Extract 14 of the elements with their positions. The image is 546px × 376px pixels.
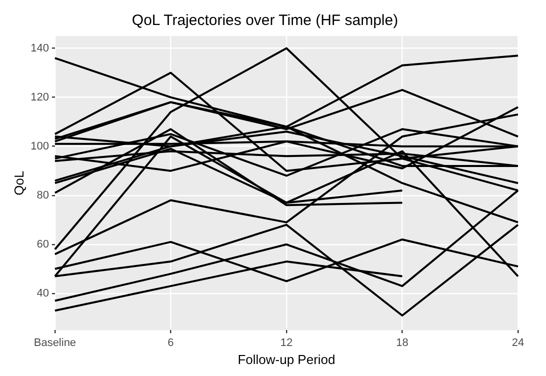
x-tick-label: 18 <box>396 336 408 349</box>
x-tick-label: Baseline <box>34 336 76 349</box>
y-tick-label: 80 <box>36 189 49 202</box>
x-tick-label: 12 <box>280 336 293 349</box>
y-tick-label: 100 <box>30 140 49 152</box>
y-tick-label: 140 <box>30 42 49 54</box>
y-tick-label: 40 <box>36 287 49 300</box>
x-tick-label: 24 <box>512 336 524 349</box>
y-axis-title: QoL <box>11 170 26 196</box>
chart-title: QoL Trajectories over Time (HF sample) <box>132 12 398 30</box>
y-tick-label: 60 <box>36 238 49 250</box>
x-axis-title: Follow-up Period <box>238 352 336 367</box>
y-tick-label: 120 <box>30 91 49 104</box>
x-tick-label: 6 <box>168 336 174 349</box>
